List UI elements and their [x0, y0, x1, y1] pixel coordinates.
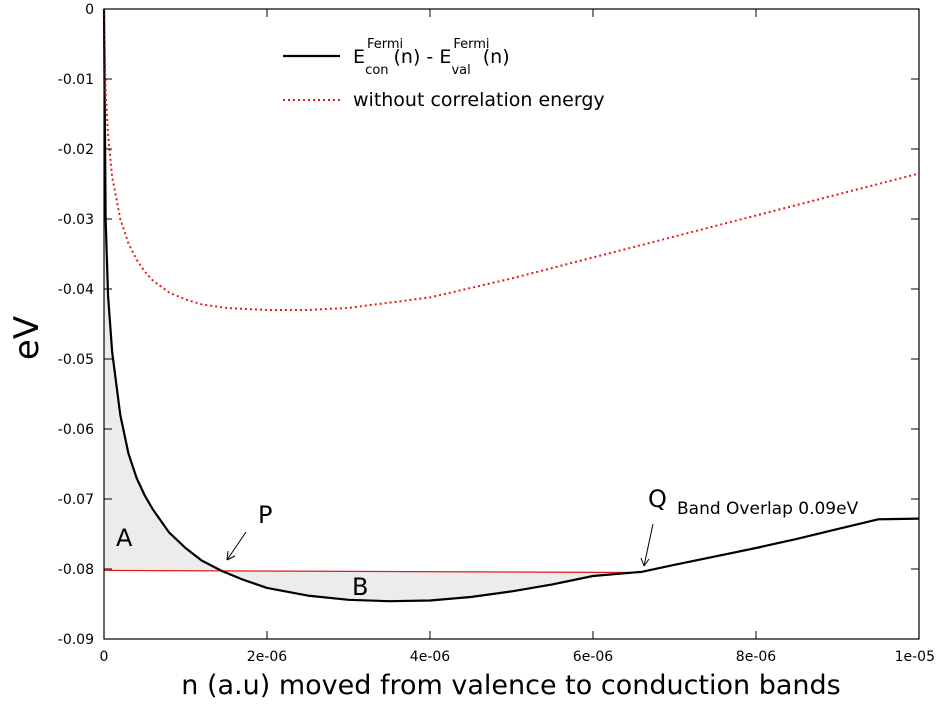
reference-line-layer [103, 569, 642, 574]
band-overlap-note: Band Overlap 0.09eV [677, 499, 859, 519]
x-tick-label: 0 [100, 649, 109, 665]
plot-frame [103, 8, 920, 640]
arrowhead-p [226, 550, 236, 561]
y-axis-label: eV [7, 316, 47, 360]
region-label-a: A [116, 524, 133, 552]
arrow-q [643, 523, 654, 567]
series-line-1 [102, 8, 920, 603]
y-tick-label: -0.03 [58, 212, 94, 228]
y-tick-label: -0.09 [58, 632, 94, 648]
y-tick-label: -0.07 [58, 492, 94, 508]
arrow-p [226, 531, 247, 561]
legend: EFermi con(n) - EFermi val(n) without corr… [283, 37, 605, 111]
x-axis-label: n (a.u) moved from valence to conduction… [181, 670, 840, 701]
shaded-regions [104, 9, 642, 602]
y-tick-label: -0.05 [58, 352, 94, 368]
legend-label-1: EFermi con(n) - EFermi val(n) [353, 37, 510, 78]
y-tick-label: -0.08 [58, 562, 94, 578]
y-tick-label: -0.04 [58, 282, 94, 298]
shaded-region-b [222, 570, 642, 602]
legend-label-2: without correlation energy [353, 89, 605, 111]
x-tick-label: 6e-06 [573, 649, 613, 665]
series-layer [102, 8, 920, 603]
x-tick-label: 2e-06 [247, 649, 287, 665]
y-tick-label: 0 [85, 2, 94, 18]
y-tick-label: -0.06 [58, 422, 94, 438]
x-tick-label: 4e-06 [410, 649, 450, 665]
arrowhead-q [640, 557, 650, 567]
series-line-2 [103, 8, 920, 311]
point-label-p: P [258, 501, 272, 529]
x-axis-ticks: 0 2e-06 4e-06 6e-06 8e-06 1e-05 [100, 9, 935, 665]
y-axis-ticks: 0 -0.01 -0.02 -0.03 -0.04 -0.05 -0.06 -0.07 -0.0… [58, 2, 919, 648]
point-label-q: Q [648, 485, 667, 513]
y-tick-label: -0.02 [58, 142, 94, 158]
x-tick-label: 1e-05 [895, 649, 935, 665]
y-tick-label: -0.01 [58, 72, 94, 88]
annotations: A B P Q Band Overlap 0.09eV [116, 485, 859, 601]
shaded-region-a [104, 9, 223, 572]
region-label-b: B [352, 573, 368, 601]
reference-line [103, 569, 642, 574]
x-tick-label: 8e-06 [736, 649, 776, 665]
